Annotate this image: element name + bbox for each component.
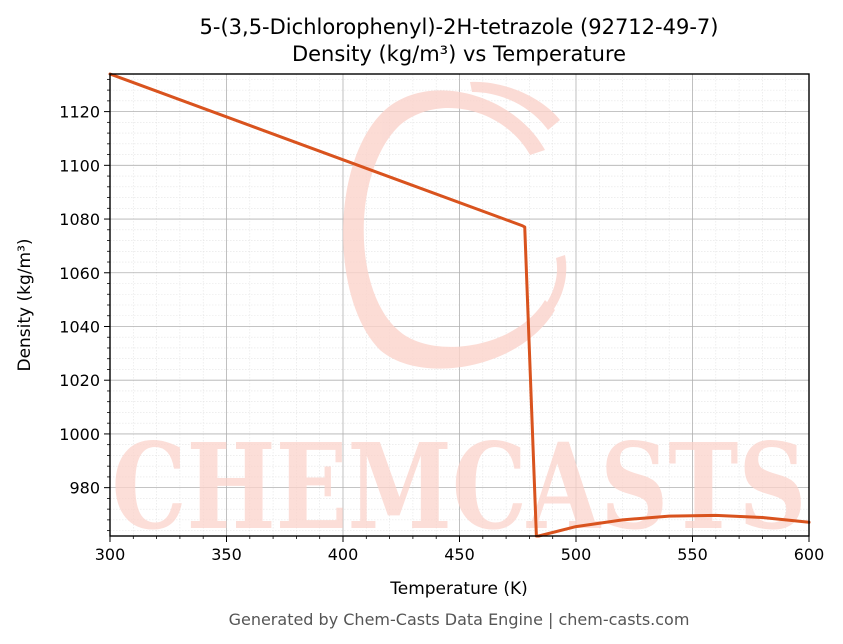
- watermark-logo-icon: [343, 81, 567, 369]
- footer-credit: Generated by Chem-Casts Data Engine | ch…: [229, 610, 690, 629]
- y-axis-label: Density (kg/m³): [15, 238, 35, 371]
- chart-subtitle: Density (kg/m³) vs Temperature: [292, 42, 626, 66]
- ticks-layer: 300 350 400 450 500 550 600 980 1000 1020 1040 1060…: [59, 78, 825, 564]
- x-tick-label: 300: [95, 545, 126, 564]
- major-grid: [109, 74, 810, 536]
- x-tick-label: 550: [677, 545, 708, 564]
- x-tick-label: 350: [211, 545, 242, 564]
- y-tick-label: 1000: [59, 425, 100, 444]
- series-layer: [108, 72, 811, 538]
- y-tick-label: 1060: [59, 264, 100, 283]
- y-tick-label: 1120: [59, 103, 100, 122]
- chart-title: 5-(3,5-Dichlorophenyl)-2H-tetrazole (927…: [200, 15, 719, 39]
- watermark: CHEMCASTS: [112, 81, 807, 556]
- y-tick-label: 1040: [59, 317, 100, 336]
- x-tick-label: 450: [444, 545, 475, 564]
- y-tick-label: 980: [69, 479, 100, 498]
- series-line-0: [108, 72, 811, 538]
- x-axis-label: Temperature (K): [389, 579, 528, 599]
- watermark-text: CHEMCASTS: [112, 417, 807, 556]
- y-tick-label: 1080: [59, 210, 100, 229]
- x-tick-label: 600: [794, 545, 825, 564]
- y-tick-label: 1100: [59, 156, 100, 175]
- x-tick-label: 500: [561, 545, 592, 564]
- y-tick-label: 1020: [59, 371, 100, 390]
- x-tick-label: 400: [328, 545, 359, 564]
